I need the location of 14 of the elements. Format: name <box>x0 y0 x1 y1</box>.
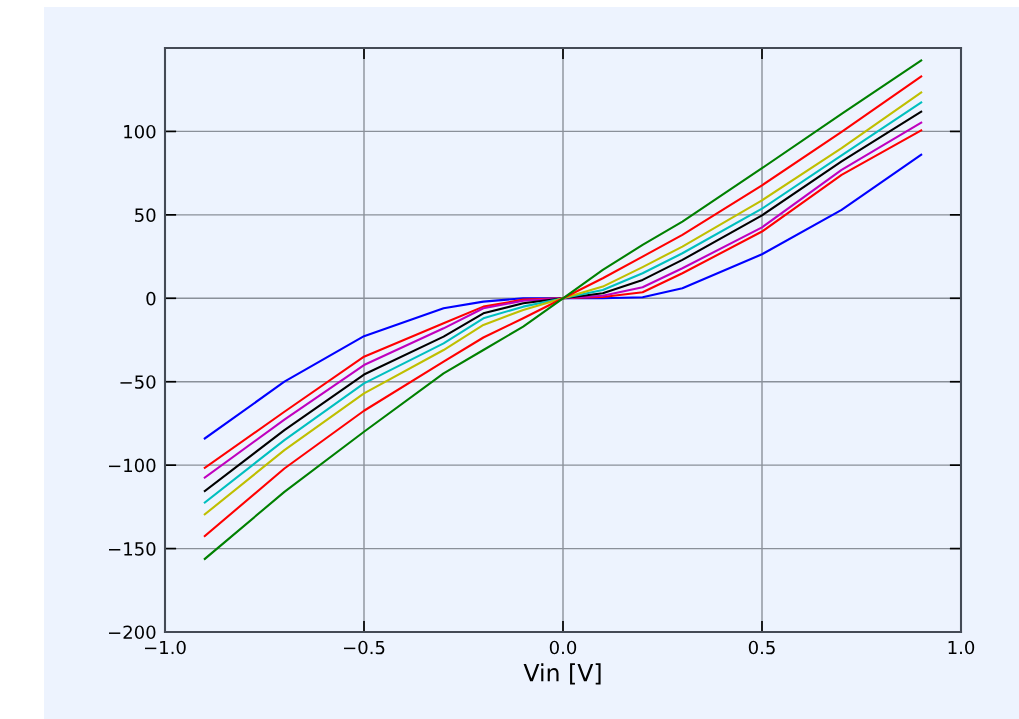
x-tick-label: 1.0 <box>948 640 975 655</box>
y-tick-label: −100 <box>108 458 156 473</box>
x-tick-label: 0.5 <box>748 640 775 655</box>
y-tick-label: −50 <box>120 375 156 389</box>
y-tick-label: 50 <box>135 208 156 222</box>
x-tick-label: −1.0 <box>144 640 186 655</box>
line-series <box>203 153 923 440</box>
x-axis-title: Vin [V] <box>523 663 601 685</box>
y-tick-label: 0 <box>146 291 156 306</box>
y-tick-label: −200 <box>108 625 156 640</box>
y-tick-label: 100 <box>124 124 156 139</box>
x-tick-label: −0.5 <box>343 640 385 655</box>
x-tick-label: 0.0 <box>549 640 577 655</box>
y-tick-label: −150 <box>108 542 156 556</box>
